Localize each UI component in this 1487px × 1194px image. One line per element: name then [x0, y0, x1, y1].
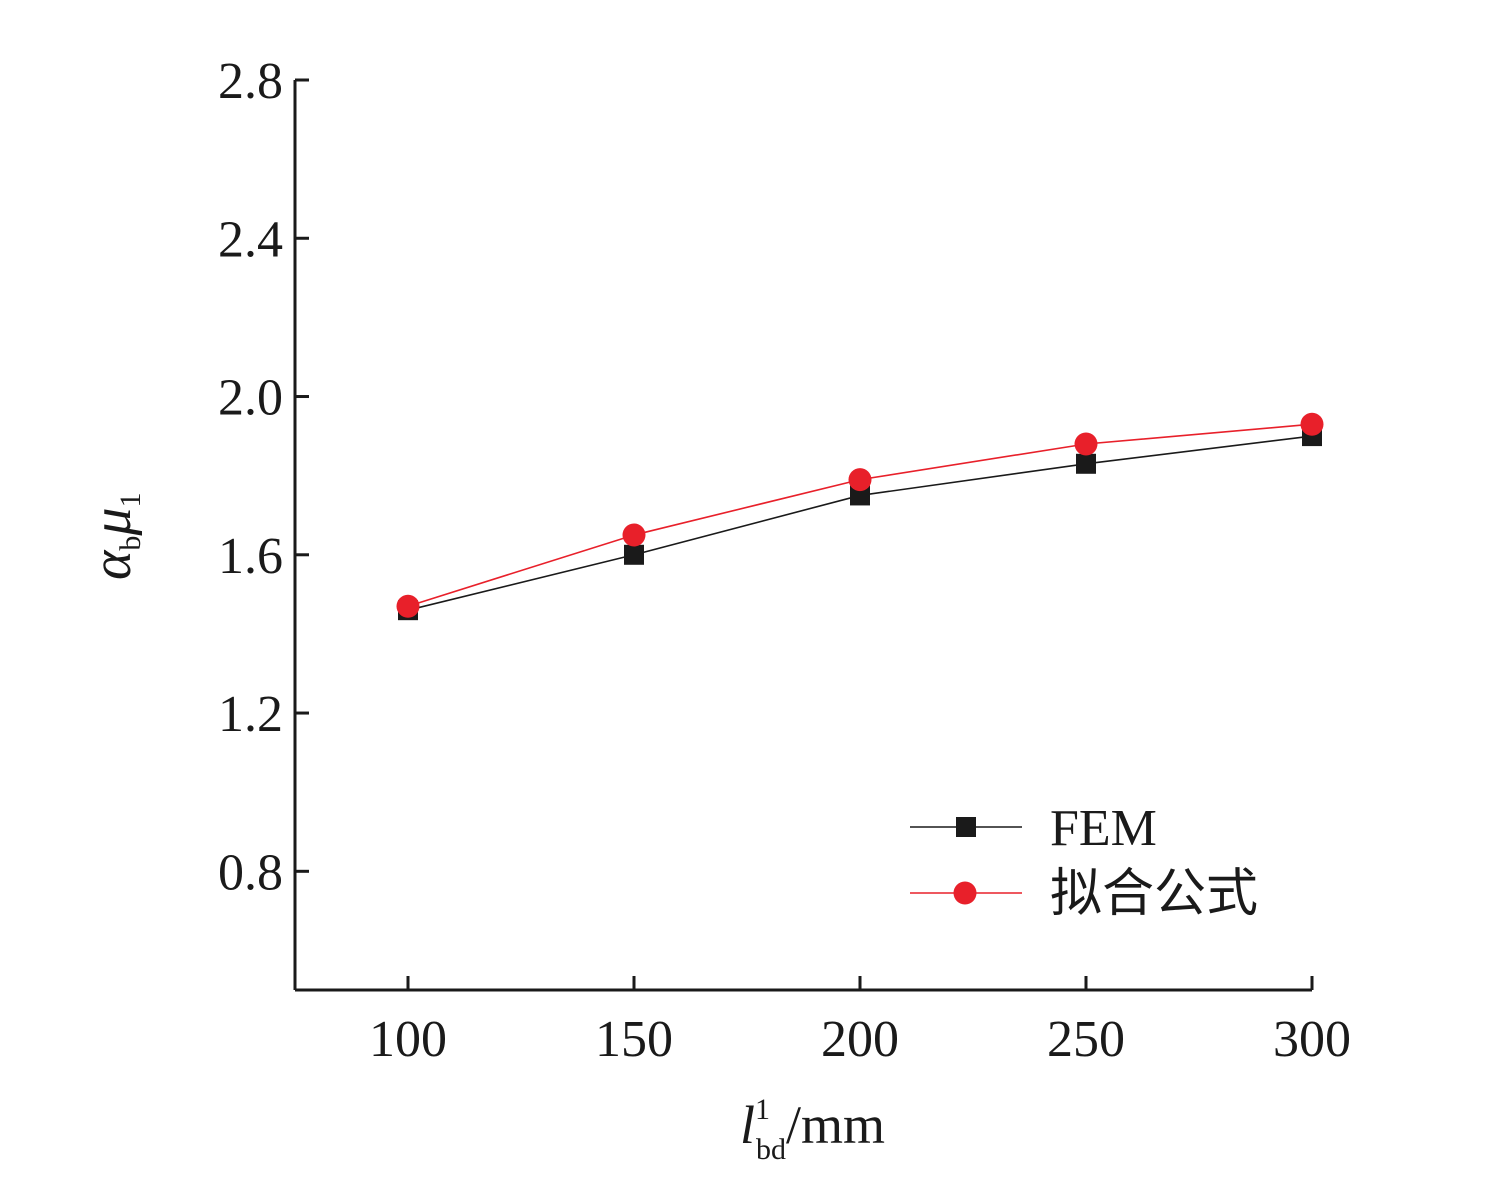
- x-label-sub: bd: [756, 1133, 786, 1166]
- y-ticks: 0.8 1.2 1.6 2.0 2.4 2.8: [218, 53, 309, 901]
- axes: [293, 80, 1312, 992]
- y-label-alpha: α: [81, 549, 143, 580]
- y-tick-label: 2.8: [218, 53, 283, 110]
- y-axis-label: αbμ1: [81, 492, 147, 580]
- y-tick-label: 1.2: [218, 686, 283, 743]
- legend-marker-square: [956, 817, 976, 837]
- y-tick-label: 2.4: [218, 211, 283, 268]
- y-tick-label: 1.6: [218, 528, 283, 585]
- fit-point: [622, 523, 646, 547]
- x-tick-label: 200: [821, 1011, 899, 1068]
- y-label-mu-sub: 1: [114, 492, 147, 507]
- legend-marker-circle: [953, 881, 977, 905]
- fit-point: [1300, 412, 1324, 436]
- fit-point: [848, 468, 872, 492]
- fit-point: [396, 594, 420, 618]
- legend-label: FEM: [1050, 800, 1157, 857]
- series-line-fem: [407, 435, 1313, 611]
- x-ticks: 100 150 200 250 300: [369, 976, 1351, 1068]
- x-tick-label: 150: [595, 1011, 673, 1068]
- fem-point: [850, 485, 870, 506]
- fem-point: [1076, 453, 1096, 474]
- x-label-unit: /mm: [786, 1095, 885, 1155]
- x-axis-label: l1 bd/mm: [740, 1093, 885, 1166]
- x-label-sup: 1: [755, 1093, 770, 1126]
- y-label-alpha-sub: b: [114, 536, 147, 551]
- legend-label: 拟合公式: [1050, 866, 1258, 923]
- x-tick-label: 300: [1273, 1011, 1351, 1068]
- y-tick-label: 0.8: [218, 844, 283, 901]
- x-tick-label: 100: [369, 1011, 447, 1068]
- y-tick-label: 2.0: [218, 370, 283, 427]
- x-label-main: l: [740, 1095, 755, 1155]
- series-layer: [396, 412, 1324, 621]
- legend: FEM 拟合公式: [910, 800, 1258, 923]
- y-label-mu: μ: [81, 507, 143, 536]
- series-line-fit: [407, 423, 1313, 607]
- x-tick-label: 250: [1047, 1011, 1125, 1068]
- fem-point: [624, 544, 644, 565]
- fit-point: [1074, 432, 1098, 456]
